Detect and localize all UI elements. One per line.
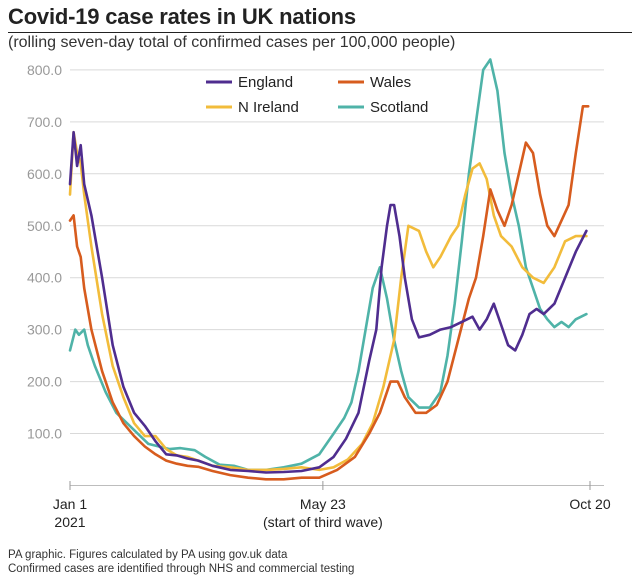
legend: England Wales N Ireland Scotland: [206, 74, 428, 116]
y-tick-label: 100.0: [27, 426, 62, 442]
gridlines: [70, 69, 604, 486]
y-tick-label: 300.0: [27, 322, 62, 338]
y-tick-label: 600.0: [27, 166, 62, 182]
x-tick-sublabel: (start of third wave): [263, 514, 383, 530]
y-tick-label: 800.0: [27, 62, 62, 78]
y-tick-label: 200.0: [27, 374, 62, 390]
y-tick-label: 700.0: [27, 114, 62, 130]
footer-source: PA graphic. Figures calculated by PA usi…: [8, 549, 288, 561]
y-tick-label: 400.0: [27, 270, 62, 286]
title-divider: [8, 32, 632, 33]
legend-label-scotland: Scotland: [370, 99, 428, 116]
x-tick-label: Oct 20: [569, 496, 610, 512]
legend-label-wales: Wales: [370, 74, 411, 91]
footer-note: Confirmed cases are identified through N…: [8, 563, 355, 575]
series-line-scotland: [68, 58, 588, 472]
legend-label-england: England: [238, 74, 293, 91]
legend-label-n-ireland: N Ireland: [238, 99, 299, 116]
series-line-wales: [68, 105, 590, 481]
x-axis-ticks: Jan 1 2021 May 23 (start of third wave) Oct …: [53, 481, 611, 530]
y-axis-ticks: 100.0 200.0 300.0 400.0 500.0 600.0 700.0 800.0: [27, 62, 62, 442]
chart-subtitle: (rolling seven-day total of confirmed ca…: [8, 34, 456, 51]
series-lines: [68, 58, 590, 481]
chart-title: Covid-19 case rates in UK nations: [8, 4, 356, 29]
x-tick-label: Jan 1: [53, 496, 87, 512]
y-tick-label: 500.0: [27, 218, 62, 234]
series-line-england: [68, 130, 588, 474]
x-tick-label: May 23: [300, 496, 346, 512]
x-tick-sublabel: 2021: [54, 514, 85, 530]
